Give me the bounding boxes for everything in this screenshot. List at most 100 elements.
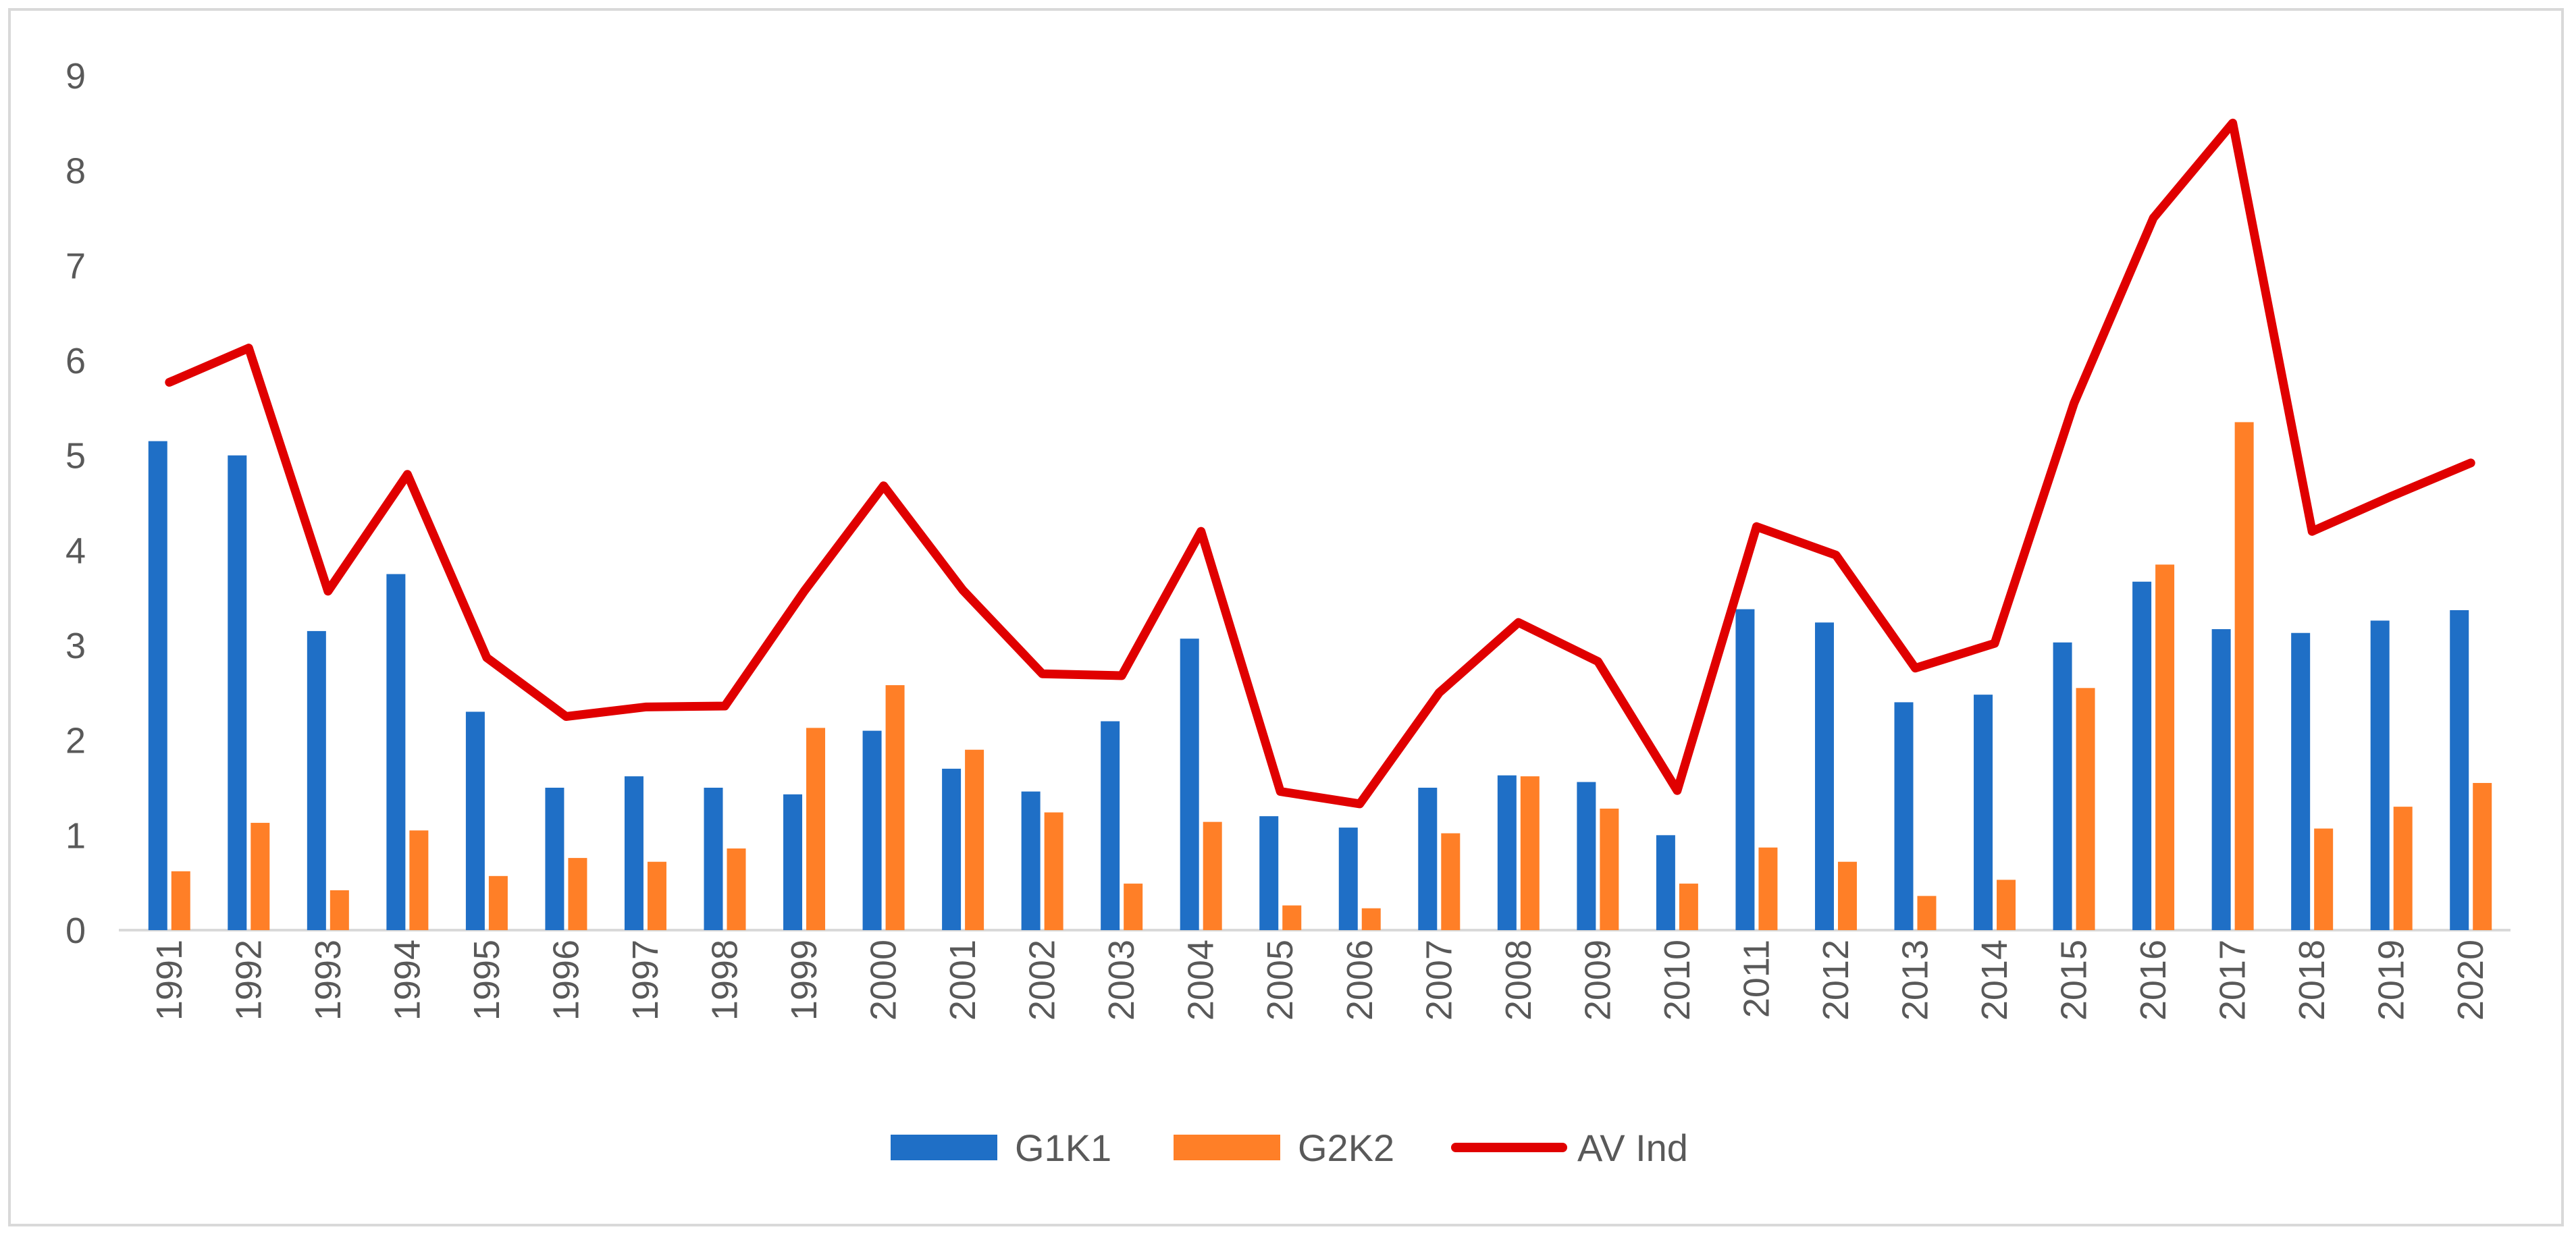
point-av-ind-2008	[1518, 622, 1519, 623]
x-tick-label: 1997	[625, 940, 666, 1021]
bar-g1k1-2015	[2053, 642, 2072, 930]
point-av-ind-1997	[645, 706, 646, 707]
y-tick-label: 1	[65, 815, 86, 856]
bar-g1k1-2017	[2211, 629, 2231, 930]
y-tick-label: 0	[65, 911, 86, 951]
bar-g2k2-2015	[2076, 688, 2095, 930]
bar-g2k2-1996	[568, 858, 587, 930]
bar-g1k1-1993	[307, 630, 326, 930]
point-av-ind-1993	[327, 591, 329, 592]
bar-g2k2-2019	[2393, 807, 2413, 930]
point-av-ind-1992	[248, 348, 249, 349]
point-av-ind-2007	[1438, 692, 1440, 693]
point-av-ind-2010	[1677, 790, 1678, 791]
x-tick-label: 2013	[1895, 940, 1936, 1021]
point-av-ind-2018	[2311, 531, 2313, 532]
bar-g1k1-2020	[2450, 610, 2469, 930]
bar-g2k2-2007	[1441, 833, 1461, 930]
bar-g2k2-2010	[1679, 884, 1698, 930]
bar-g1k1-1999	[783, 794, 803, 930]
y-axis: 0 1 2 3 4 5 6 7 8 9	[65, 56, 86, 951]
x-tick-label: 1992	[228, 940, 269, 1021]
point-av-ind-2013	[1915, 668, 1916, 669]
point-av-ind-1991	[169, 381, 170, 383]
bar-g2k2-2013	[1917, 896, 1937, 930]
bar-g2k2-1994	[409, 830, 429, 930]
bar-g1k1-2012	[1814, 622, 1834, 930]
x-tick-label: 2000	[864, 940, 904, 1021]
x-tick-label: 2015	[2054, 940, 2095, 1021]
bar-g1k1-1992	[228, 455, 247, 930]
legend-swatch-g1k1	[891, 1135, 997, 1160]
x-tick-label: 2007	[1419, 940, 1459, 1021]
point-av-ind-2011	[1756, 526, 1757, 527]
x-tick-label: 1993	[308, 940, 348, 1021]
bar-g1k1-2001	[942, 768, 962, 930]
bar-g1k1-2011	[1735, 609, 1755, 930]
bar-g2k2-2018	[2314, 828, 2334, 930]
bar-g1k1-2010	[1656, 835, 1675, 930]
x-axis-labels: 1991 1992 1993 1994 1995 1996 1997 1998 1999 2000…	[149, 940, 2491, 1021]
legend-label-g1k1: G1K1	[1015, 1127, 1111, 1169]
x-tick-label: 2010	[1657, 940, 1698, 1021]
bar-g1k1-2019	[2370, 620, 2390, 930]
y-tick-label: 6	[65, 341, 86, 381]
point-av-ind-1995	[486, 657, 488, 658]
legend-label-av-ind: AV Ind	[1577, 1127, 1688, 1169]
x-tick-label: 1998	[705, 940, 745, 1021]
bar-g1k1-2013	[1894, 702, 1914, 930]
x-tick-label: 1994	[387, 940, 427, 1021]
y-tick-label: 5	[65, 436, 86, 477]
x-tick-label: 1999	[784, 940, 824, 1021]
x-tick-label: 2006	[1340, 940, 1380, 1021]
bar-g2k2-1999	[806, 728, 826, 930]
point-av-ind-1996	[565, 716, 567, 718]
point-av-ind-2009	[1597, 661, 1598, 662]
point-av-ind-1999	[804, 591, 805, 592]
x-tick-label: 2001	[943, 940, 983, 1021]
x-tick-label: 2014	[1974, 940, 2015, 1021]
legend: G1K1 G2K2 AV Ind	[891, 1127, 1688, 1169]
bar-g1k1-2014	[1974, 695, 1993, 930]
bar-g2k2-2009	[1600, 808, 1619, 930]
bar-g2k2-1992	[251, 823, 270, 930]
bar-g2k2-1993	[330, 890, 349, 930]
x-tick-label: 2016	[2133, 940, 2174, 1021]
x-tick-label: 2011	[1736, 940, 1777, 1018]
point-av-ind-1994	[406, 474, 408, 475]
bar-g2k2-1991	[171, 871, 190, 930]
point-av-ind-2014	[1994, 643, 1995, 644]
y-tick-label: 9	[65, 56, 86, 97]
bar-g2k2-2008	[1520, 776, 1540, 930]
bar-g2k2-1997	[647, 861, 666, 930]
bar-g2k2-2005	[1282, 905, 1302, 930]
bar-g1k1-2016	[2132, 581, 2152, 930]
bar-g1k1-1991	[148, 441, 167, 930]
bar-g2k2-2016	[2155, 564, 2175, 930]
bar-g1k1-1998	[704, 788, 723, 930]
legend-swatch-g2k2	[1174, 1135, 1280, 1160]
x-tick-label: 2002	[1022, 940, 1063, 1021]
y-tick-label: 4	[65, 531, 86, 571]
point-av-ind-2012	[1835, 554, 1837, 556]
line-series	[165, 118, 2475, 809]
x-tick-label: 2019	[2371, 940, 2412, 1021]
point-av-ind-2002	[1042, 673, 1043, 674]
x-tick-label: 1996	[546, 940, 586, 1021]
point-av-ind-2017	[2232, 122, 2234, 124]
point-av-ind-2004	[1201, 531, 1202, 532]
bar-g2k2-2014	[1997, 880, 2016, 930]
bar-g1k1-2008	[1497, 775, 1517, 930]
x-tick-label: 1991	[149, 940, 190, 1021]
y-tick-label: 8	[65, 151, 86, 192]
bar-g2k2-2002	[1044, 812, 1063, 930]
x-tick-label: 2003	[1101, 940, 1142, 1021]
x-tick-label: 2017	[2213, 940, 2253, 1021]
y-tick-label: 3	[65, 626, 86, 666]
bar-g2k2-2000	[885, 685, 905, 930]
bar-g1k1-1997	[624, 776, 643, 930]
bar-g1k1-2009	[1577, 782, 1596, 930]
line-av-ind	[165, 118, 2475, 809]
point-av-ind-2000	[883, 485, 885, 487]
